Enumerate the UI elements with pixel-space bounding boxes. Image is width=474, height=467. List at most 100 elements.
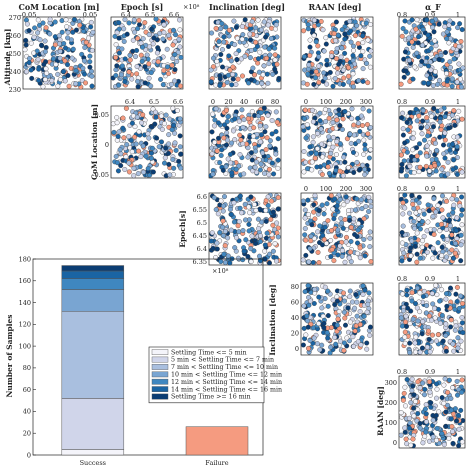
x-tick-label: Failure <box>205 459 228 467</box>
scatter-point <box>361 313 367 319</box>
scatter-point <box>422 137 427 143</box>
scatter-point <box>213 106 219 112</box>
scatter-point <box>367 235 373 241</box>
scatter-point <box>450 429 455 434</box>
scatter-point <box>140 112 146 118</box>
scatter-point <box>256 69 262 75</box>
scatter-point <box>358 342 364 348</box>
scatter-point <box>232 137 238 143</box>
tick-label-raan: 100 <box>320 98 332 106</box>
scatter-point <box>311 81 317 87</box>
scatter-point <box>224 79 230 85</box>
scatter-point <box>114 115 120 120</box>
scatter-point <box>451 348 457 354</box>
tick-label-com: 0.05 <box>95 111 109 119</box>
scatter-point <box>264 55 270 61</box>
scatter-point <box>363 20 369 26</box>
scatter-point <box>218 52 224 57</box>
scatter-point <box>424 303 430 309</box>
tick-label-alpha: 0.8 <box>397 98 407 106</box>
scatter-point <box>364 309 370 315</box>
scatter-point <box>28 40 34 46</box>
scatter-point <box>27 56 32 61</box>
scatter-point <box>417 164 423 170</box>
scatter-point <box>321 325 327 331</box>
scatter-point <box>444 198 450 204</box>
tick-label-raan: 100 <box>385 419 397 427</box>
scatter-point <box>118 72 124 78</box>
scatter-point <box>459 116 465 122</box>
scatter-point <box>312 286 318 292</box>
scatter-point <box>316 321 322 327</box>
scatter-point <box>314 164 320 170</box>
scatter-point <box>255 17 261 23</box>
scatter-point <box>330 120 336 126</box>
scatter-point <box>221 39 227 45</box>
scatter-point <box>427 349 433 355</box>
scatter-point <box>455 345 461 351</box>
tick-label-com: 0 <box>105 141 109 149</box>
scatter-point <box>416 200 422 206</box>
tick-label-raan: 200 <box>340 98 352 106</box>
scatter-point <box>69 55 75 61</box>
scatter-point <box>57 37 63 43</box>
scatter-point <box>443 333 449 339</box>
tick-label-alpha: 0.9 <box>425 368 435 376</box>
tick-label-inclination: 20 <box>291 330 299 338</box>
scatter-point <box>402 425 408 431</box>
scatter-point <box>432 315 438 321</box>
scatter-point <box>398 315 404 321</box>
scatter-point <box>257 49 263 55</box>
scatter-point <box>158 76 164 82</box>
scatter-point <box>273 22 279 28</box>
scatter-point <box>361 137 367 143</box>
scatter-point <box>421 211 427 217</box>
scatter-point <box>329 247 335 252</box>
scatter-point <box>269 118 275 123</box>
scatter-point <box>223 107 229 113</box>
scatter-point <box>300 257 306 263</box>
bar-segment <box>61 270 125 279</box>
scatter-point <box>331 258 337 264</box>
scatter-point <box>430 245 436 251</box>
scatter-point <box>367 332 373 338</box>
scatter-point <box>250 65 256 71</box>
row-label-raan: RAAN [deg] <box>376 386 385 436</box>
scatter-point <box>455 25 461 31</box>
scatter-point <box>173 147 179 153</box>
scatter-point <box>420 380 426 386</box>
epoch-exponent-row: ×10⁸ <box>212 267 229 275</box>
scatter-point <box>114 63 120 69</box>
scatter-point <box>417 425 423 431</box>
scatter-point <box>458 258 464 264</box>
scatter-point <box>316 54 322 60</box>
scatter-point <box>255 113 261 119</box>
scatter-point <box>214 240 220 246</box>
scatter-point <box>351 150 356 155</box>
scatter-point <box>121 26 127 32</box>
scatter-point <box>114 120 120 126</box>
scatter-point <box>423 310 429 316</box>
scatter-point <box>403 319 409 325</box>
scatter-point <box>171 122 177 128</box>
tick-label-inclination: 40 <box>291 314 299 322</box>
scatter-point <box>357 129 363 134</box>
scatter-point <box>263 207 269 213</box>
scatter-point <box>447 147 453 153</box>
scatter-point <box>347 288 353 294</box>
scatter-point <box>174 59 180 64</box>
scatter-point <box>230 71 236 77</box>
scatter-point <box>241 117 247 123</box>
scatter-point <box>456 443 462 449</box>
scatter-point <box>413 26 419 32</box>
scatter-point <box>420 42 425 48</box>
scatter-point <box>398 81 404 87</box>
scatter-point <box>330 206 336 212</box>
scatter-point <box>127 52 133 58</box>
scatter-point <box>44 70 50 76</box>
scatter-point <box>325 164 331 170</box>
scatter-point <box>233 24 239 30</box>
scatter-point <box>342 36 348 42</box>
scatter-point <box>273 26 278 32</box>
scatter-point <box>414 259 420 265</box>
